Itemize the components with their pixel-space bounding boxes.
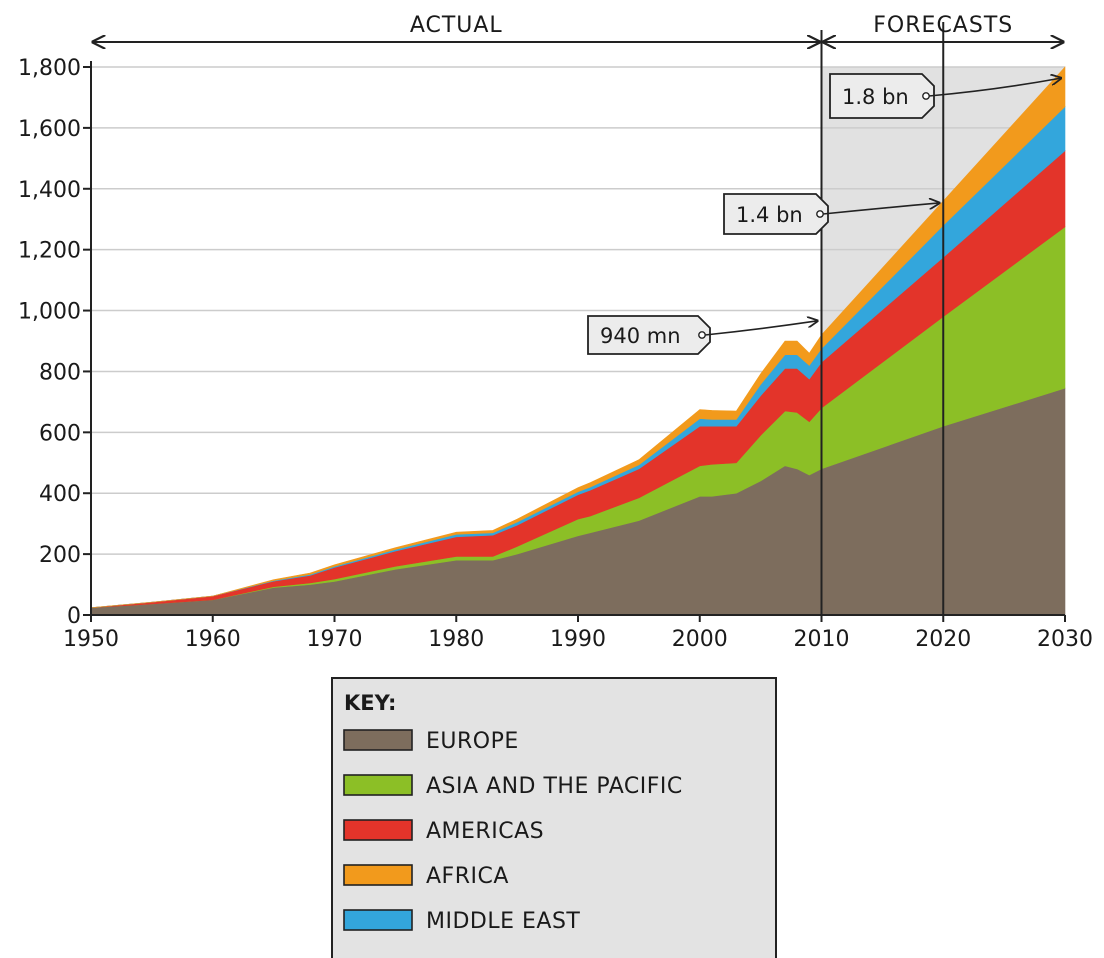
legend-swatch-americas — [343, 819, 413, 841]
area-series-africa — [90, 66, 1066, 608]
legend-swatch-europe — [343, 729, 413, 751]
x-tick-label-2030: 2030 — [1037, 627, 1093, 652]
y-tick-label-1400: 1,400 — [18, 178, 81, 203]
callout-arrow-0 — [704, 321, 818, 336]
callout-box-0 — [587, 315, 711, 355]
legend-label-middle-east: MIDDLE EAST — [426, 909, 580, 934]
legend-swatch-africa — [343, 864, 413, 886]
y-tick-label-1000: 1,000 — [18, 300, 81, 325]
callout-arrow-2 — [928, 78, 1061, 97]
x-tick-label-2020: 2020 — [915, 627, 971, 652]
x-tick-label-2010: 2010 — [794, 627, 850, 652]
y-tick-label-800: 800 — [39, 360, 81, 385]
callout-arrow-1 — [822, 203, 939, 215]
legend-swatch-middle-east — [343, 909, 413, 931]
y-tick-label-1800: 1,800 — [18, 56, 81, 81]
x-tick-label-1960: 1960 — [185, 627, 241, 652]
callout-dot-2 — [922, 92, 930, 100]
callout-dot-0 — [698, 331, 706, 339]
callout-box-2 — [829, 73, 935, 119]
x-tick-label-1970: 1970 — [307, 627, 363, 652]
callout-label-2: 1.8 bn — [842, 85, 909, 109]
legend-label-americas: AMERICAS — [426, 819, 544, 844]
x-tick-label-1990: 1990 — [550, 627, 606, 652]
callout-label-1: 1.4 bn — [736, 203, 803, 227]
y-tick-label-0: 0 — [67, 604, 81, 629]
callout-box-1 — [723, 193, 829, 235]
y-tick-label-600: 600 — [39, 421, 81, 446]
callout-label-0: 940 mn — [600, 324, 681, 348]
x-tick-label-1950: 1950 — [63, 627, 119, 652]
y-tick-label-1200: 1,200 — [18, 239, 81, 264]
actual-period-label: ACTUAL — [410, 13, 503, 38]
y-tick-label-1600: 1,600 — [18, 117, 81, 142]
x-tick-label-1980: 1980 — [428, 627, 484, 652]
legend-label-africa: AFRICA — [426, 864, 509, 889]
legend-label-asia-and-the-pacific: ASIA AND THE PACIFIC — [426, 774, 683, 799]
legend-title: KEY: — [344, 691, 396, 715]
callout-dot-1 — [816, 210, 824, 218]
forecasts-period-label: FORECASTS — [873, 13, 1013, 38]
legend-swatch-asia-and-the-pacific — [343, 774, 413, 796]
y-tick-label-400: 400 — [39, 482, 81, 507]
x-tick-label-2000: 2000 — [672, 627, 728, 652]
legend-label-europe: EUROPE — [426, 729, 519, 754]
y-tick-label-200: 200 — [39, 543, 81, 568]
